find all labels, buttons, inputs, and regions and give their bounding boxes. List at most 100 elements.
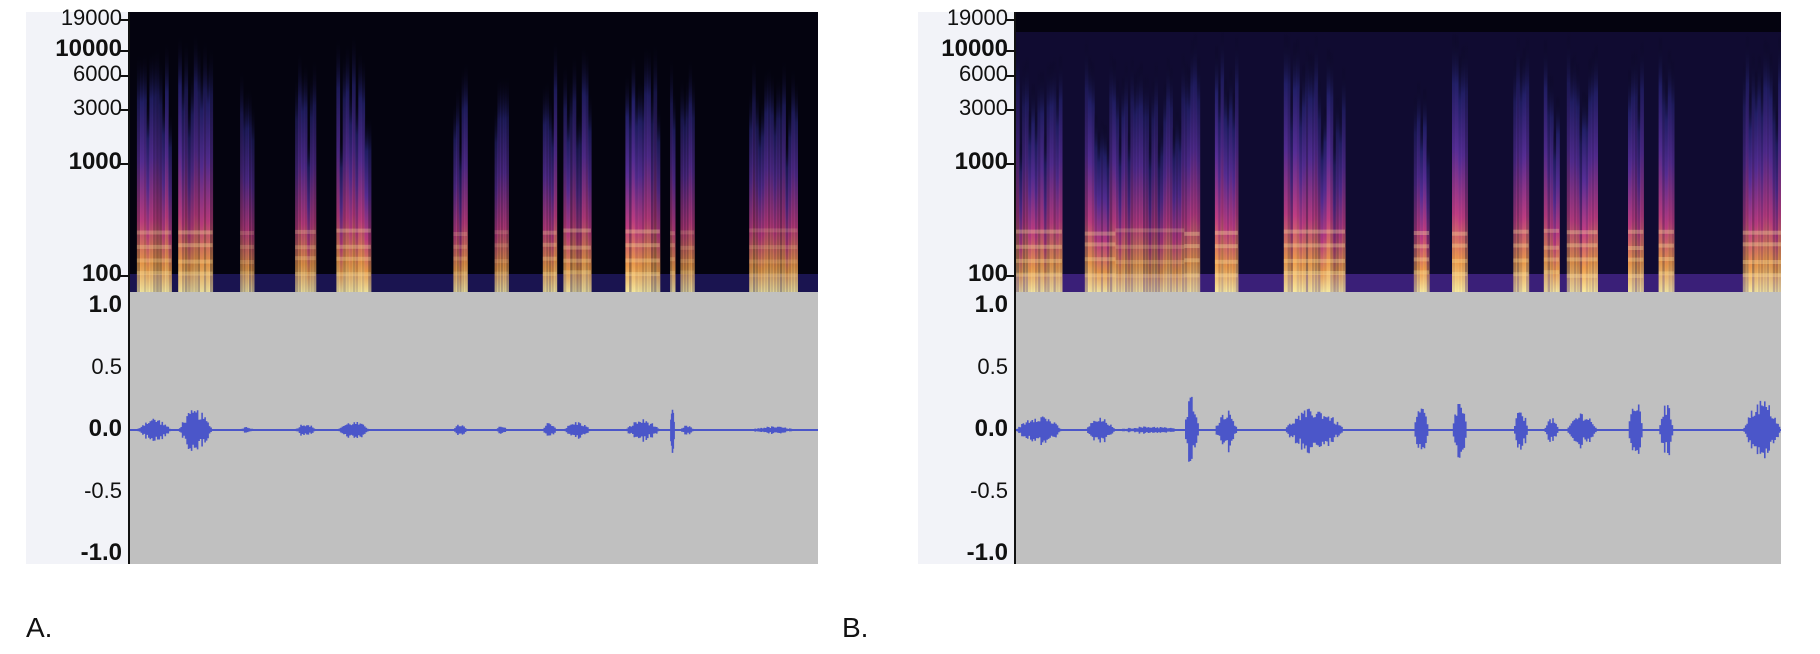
amplitude-tick-label: -1.0 bbox=[966, 539, 1008, 566]
harmonic-band bbox=[670, 270, 675, 275]
spectrogram-column bbox=[497, 76, 501, 292]
harmonic-band bbox=[336, 272, 371, 277]
spectrogram-column bbox=[143, 52, 147, 292]
harmonic-band bbox=[1566, 230, 1598, 235]
spectrogram-column bbox=[184, 39, 189, 292]
spectrogram-column bbox=[309, 73, 314, 292]
spectrogram-column bbox=[1661, 60, 1666, 292]
harmonic-band bbox=[1184, 273, 1200, 278]
spectrogram-column bbox=[1757, 53, 1761, 292]
spectrogram-column bbox=[1100, 118, 1104, 292]
harmonic-band bbox=[1184, 244, 1200, 249]
waveform-burst bbox=[749, 426, 797, 434]
spectrogram-column bbox=[1178, 117, 1182, 292]
spectrogram-column bbox=[1151, 77, 1155, 292]
panel-a: 19000 10000 6000 3000 1000 100 1.0 0.5 0.0 -0.5 -1… bbox=[0, 0, 830, 654]
waveform-burst bbox=[240, 427, 254, 433]
spectrogram-burst bbox=[1513, 33, 1530, 292]
amplitude-tick-label: 0.0 bbox=[974, 415, 1008, 442]
harmonic-band bbox=[1566, 273, 1598, 278]
spectrogram-column bbox=[240, 69, 244, 292]
spectrogram-column bbox=[140, 55, 144, 292]
spectrogram-column bbox=[298, 50, 302, 292]
spectrogram-column bbox=[575, 113, 580, 292]
harmonic-band bbox=[295, 256, 316, 261]
harmonic-band bbox=[680, 230, 695, 235]
spectrogram-burst bbox=[1742, 31, 1781, 292]
panel-label: B. bbox=[842, 612, 869, 643]
spectrogram-column bbox=[1193, 30, 1198, 292]
spectrogram-column bbox=[641, 80, 645, 292]
spectrogram-column bbox=[794, 80, 798, 292]
waveform-burst bbox=[178, 410, 212, 451]
harmonic-band bbox=[542, 271, 557, 276]
amplitude-tick-label: -1.0 bbox=[80, 539, 122, 566]
spectrogram-column bbox=[785, 137, 789, 292]
spectrogram-column bbox=[1154, 60, 1158, 292]
spectrogram-column bbox=[584, 48, 589, 292]
harmonic-band bbox=[542, 242, 557, 247]
spectrogram-column bbox=[1181, 51, 1185, 292]
harmonic-band bbox=[1452, 243, 1468, 248]
spectrogram-column bbox=[158, 58, 163, 292]
spectrogram-column bbox=[1426, 136, 1430, 292]
waveform-burst bbox=[295, 424, 316, 436]
spectrogram-column bbox=[458, 140, 463, 292]
spectrogram-column bbox=[631, 53, 636, 292]
spectrogram-column bbox=[1594, 42, 1598, 292]
spectrogram-column bbox=[1455, 31, 1459, 292]
spectrogram-column bbox=[1585, 92, 1589, 292]
spectrogram-column bbox=[1778, 32, 1781, 292]
waveform-burst bbox=[1659, 405, 1674, 456]
frequency-tick-mark bbox=[120, 19, 128, 22]
spectrogram-column bbox=[1022, 60, 1026, 292]
waveform-burst bbox=[1085, 417, 1115, 443]
harmonic-band bbox=[1513, 272, 1529, 277]
spectrogram-column bbox=[755, 88, 759, 292]
spectrogram-column bbox=[1766, 38, 1770, 292]
spectrogram-column bbox=[1591, 48, 1595, 292]
spectrogram-column bbox=[456, 85, 460, 292]
waveform-burst bbox=[1544, 418, 1559, 442]
spectrogram-column bbox=[1299, 86, 1303, 292]
spectrogram-burst bbox=[1628, 39, 1644, 292]
spectrogram-column bbox=[1670, 58, 1675, 292]
harmonic-band bbox=[1214, 230, 1238, 235]
spectrogram-column bbox=[1037, 69, 1042, 292]
harmonic-band bbox=[1016, 244, 1062, 249]
spectrogram-column bbox=[566, 105, 571, 292]
harmonic-band bbox=[1628, 246, 1644, 250]
spectrogram-column bbox=[1323, 104, 1328, 292]
harmonic-band bbox=[240, 271, 254, 276]
harmonic-band bbox=[625, 258, 660, 263]
spectrogram-column bbox=[1139, 60, 1143, 292]
spectrogram-burst bbox=[178, 31, 214, 292]
spectrogram-column bbox=[1106, 137, 1110, 292]
frequency-tick-mark bbox=[120, 162, 128, 165]
spectrogram-column bbox=[685, 75, 690, 292]
waveform-burst bbox=[1414, 408, 1429, 450]
spectrogram-column bbox=[1628, 67, 1632, 292]
waveform-burst bbox=[626, 419, 660, 442]
waveform-burst bbox=[564, 422, 591, 439]
frequency-tick-mark bbox=[1006, 274, 1014, 277]
harmonic-band bbox=[1214, 244, 1238, 249]
spectrogram-column bbox=[1341, 65, 1346, 292]
spectrogram-column bbox=[1187, 64, 1192, 292]
harmonic-band bbox=[136, 230, 172, 235]
harmonic-band bbox=[453, 256, 468, 261]
spectrogram-column bbox=[758, 112, 762, 292]
frequency-tick-label: 100 bbox=[967, 259, 1008, 287]
spectrogram-column bbox=[1109, 49, 1113, 292]
spectrogram-column bbox=[1516, 33, 1520, 292]
waveform-burst bbox=[1116, 426, 1184, 434]
spectrogram-column bbox=[572, 54, 577, 292]
frequency-tick-mark bbox=[120, 50, 128, 53]
waveform-burst bbox=[681, 425, 694, 435]
harmonic-band bbox=[494, 271, 509, 276]
spectrogram-column bbox=[1335, 94, 1340, 292]
spectrogram-column bbox=[553, 39, 558, 292]
spectrogram-column bbox=[190, 70, 195, 292]
spectrogram-column bbox=[569, 76, 574, 292]
harmonic-band bbox=[178, 243, 213, 248]
